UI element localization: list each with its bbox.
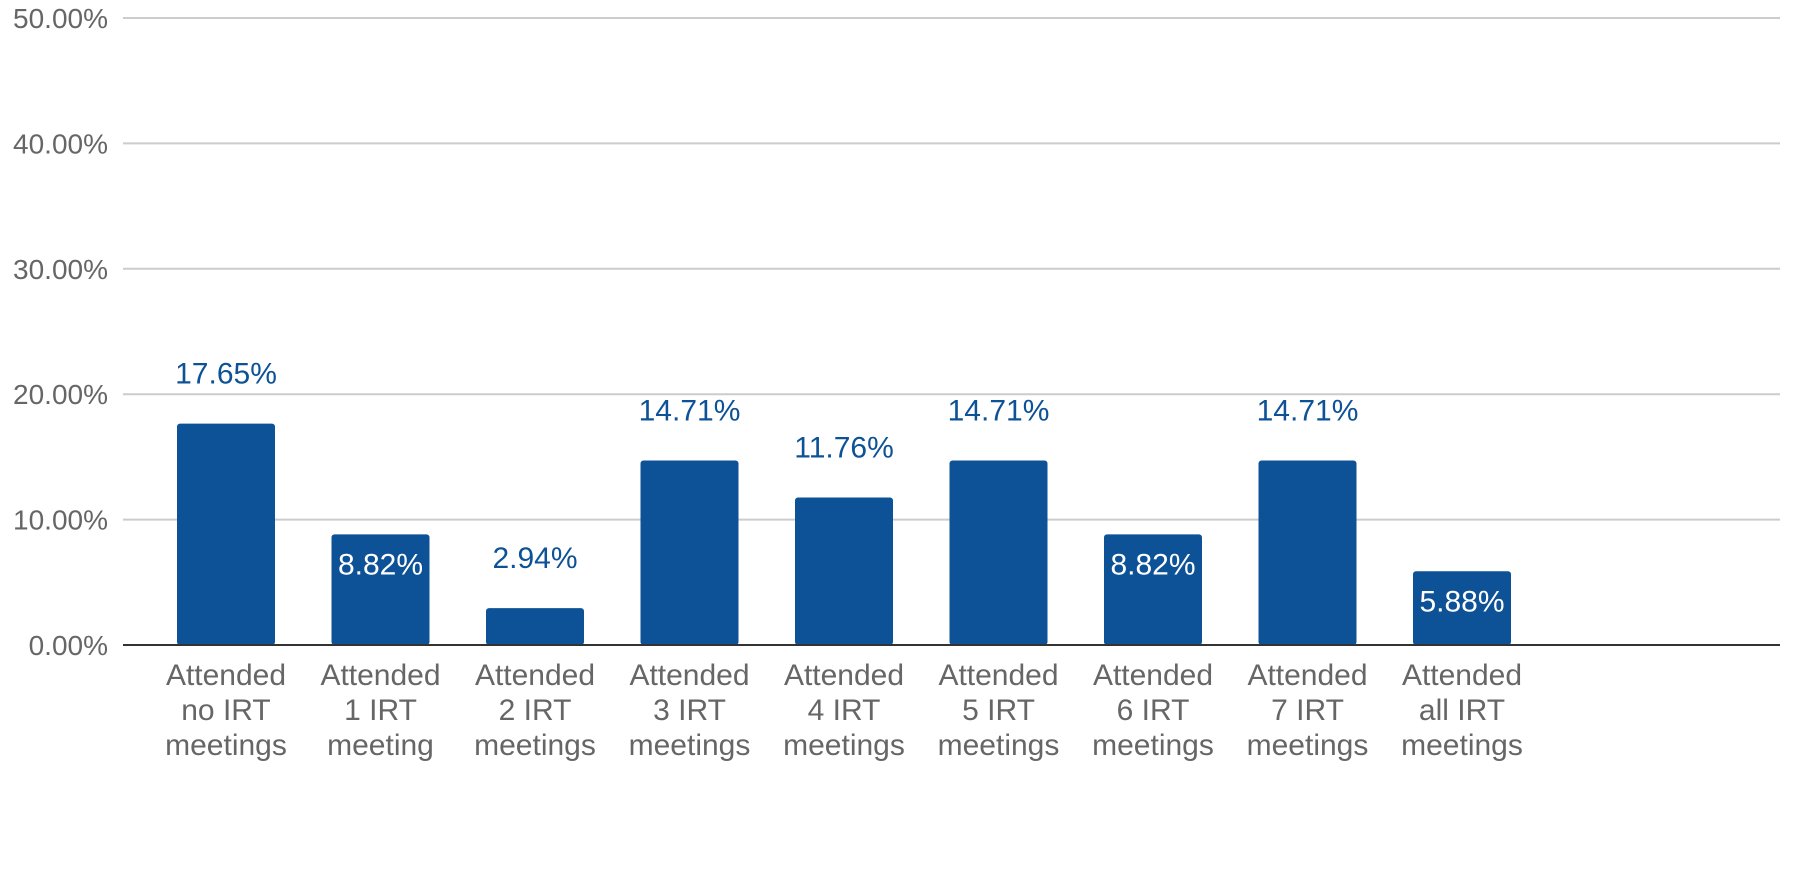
category-label: Attended xyxy=(629,659,749,692)
data-label: 2.94% xyxy=(492,542,577,575)
category-label: Attended xyxy=(1247,659,1367,692)
bar xyxy=(331,534,430,645)
data-label: 8.82% xyxy=(1110,548,1195,581)
data-label: 14.71% xyxy=(639,395,741,428)
category-label: meetings xyxy=(1401,729,1523,762)
category-label: meetings xyxy=(165,729,287,762)
data-label: 14.71% xyxy=(948,395,1050,428)
category-label: 2 IRT xyxy=(499,694,572,727)
y-tick-label: 40.00% xyxy=(13,128,108,159)
y-tick-label: 10.00% xyxy=(13,505,108,536)
category-label: meeting xyxy=(327,729,434,762)
category-label: 4 IRT xyxy=(808,694,881,727)
y-tick-label: 0.00% xyxy=(29,630,108,661)
bar xyxy=(1413,571,1511,645)
data-label: 5.88% xyxy=(1419,585,1504,618)
category-label: meetings xyxy=(1092,729,1214,762)
y-tick-label: 30.00% xyxy=(13,254,108,285)
data-label: 14.71% xyxy=(1257,395,1359,428)
bar xyxy=(486,608,584,645)
category-label: 3 IRT xyxy=(653,694,726,727)
data-label: 11.76% xyxy=(794,432,894,465)
y-tick-label: 20.00% xyxy=(13,379,108,410)
data-label: 17.65% xyxy=(175,358,277,391)
category-label: 7 IRT xyxy=(1271,694,1344,727)
bar xyxy=(1258,460,1357,645)
category-label: no IRT xyxy=(181,694,271,727)
bar xyxy=(795,497,893,645)
category-label: Attended xyxy=(166,659,286,692)
category-label: meetings xyxy=(474,729,596,762)
category-label: meetings xyxy=(629,729,751,762)
bar xyxy=(177,423,275,645)
category-label: meetings xyxy=(783,729,905,762)
category-label: all IRT xyxy=(1419,694,1505,727)
category-label: Attended xyxy=(1093,659,1213,692)
bar xyxy=(1104,534,1202,645)
data-label: 8.82% xyxy=(338,548,423,581)
category-label: Attended xyxy=(475,659,595,692)
category-label: Attended xyxy=(1402,659,1522,692)
category-label: meetings xyxy=(1247,729,1369,762)
category-label: 6 IRT xyxy=(1117,694,1190,727)
category-label: 1 IRT xyxy=(344,694,417,727)
y-tick-label: 50.00% xyxy=(13,3,108,34)
category-label: meetings xyxy=(938,729,1060,762)
category-label: Attended xyxy=(320,659,440,692)
category-label: Attended xyxy=(938,659,1058,692)
category-label: 5 IRT xyxy=(962,694,1035,727)
category-label: Attended xyxy=(784,659,904,692)
bar xyxy=(640,460,739,645)
bar xyxy=(949,460,1048,645)
